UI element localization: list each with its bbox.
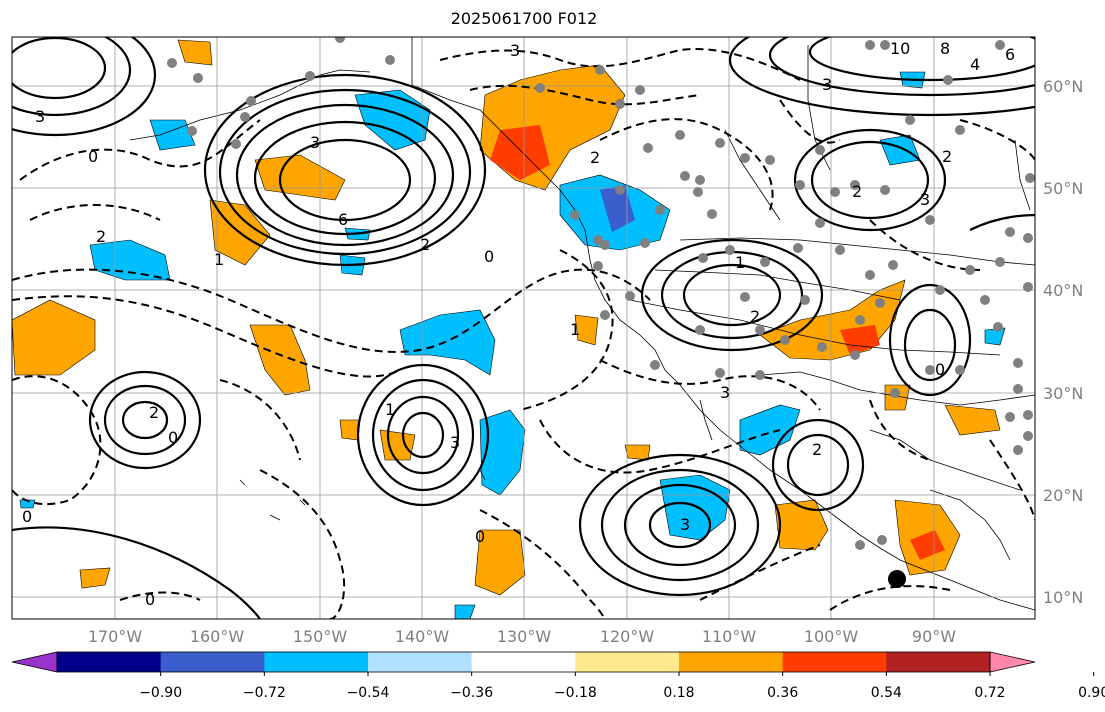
contour-label: 2 [590,148,600,167]
map-frame [11,36,1036,620]
contour-label: 0 [475,527,485,546]
contour-label: 2 [750,307,760,326]
contour-label: 3 [720,383,730,402]
contour-label: 2 [420,235,430,254]
colorbar-tick-label: 0.90 [1078,685,1105,701]
contour-label: 1 [570,320,580,339]
colorbar-tick-label: 0.72 [974,685,1005,701]
colorbar-segment [886,652,991,672]
contour-label: 3 [310,133,320,152]
lon-label: 100°W [804,627,859,646]
lat-label: 10°N [1043,588,1083,607]
contour-label: 8 [940,39,950,58]
lon-label: 120°W [600,627,655,646]
contour-label: 0 [22,507,32,526]
colorbar-tick-label: −0.72 [243,685,286,701]
colorbar-tick-label: −0.54 [347,685,390,701]
contour-label: 1 [385,400,395,419]
contour-label: 0 [145,590,155,609]
colorbar-tick-label: −0.90 [139,685,182,701]
contour-label: 1 [735,253,745,272]
contour-label: 4 [970,55,980,74]
contour-label: 2 [852,182,862,201]
lon-label: 110°W [702,627,757,646]
colorbar-segment [264,652,369,672]
colorbar-segment [471,652,576,672]
lat-label: 50°N [1043,179,1083,198]
colorbar-tick-label: 0.36 [767,685,798,701]
contour-label: 0 [168,428,178,447]
colorbar-tick-labels: −0.90 −0.72 −0.54 −0.36 −0.18 0.18 0.36 0.54 0.7… [139,672,1105,701]
contour-labels: 0 2 6 3 2 1 0 2 3 10 8 6 4 2 3 2 1 3 2 0… [22,39,1015,609]
colorbar-tick-label: 0.18 [663,685,694,701]
chart-title: 2025061700 F012 [450,9,598,28]
contour-label: 6 [338,210,348,229]
lon-label: 150°W [293,627,348,646]
contour-label: 2 [96,227,106,246]
contour-label: 0 [935,360,945,379]
lon-label: 130°W [497,627,552,646]
lon-label: 140°W [395,627,450,646]
lat-label: 40°N [1043,281,1083,300]
solid-contours [12,37,1035,619]
colorbar-extend-high [989,651,1036,673]
contour-label: 3 [510,41,520,60]
contour-label: 0 [484,247,494,266]
colorbar-segment [160,652,265,672]
lon-label: 160°W [190,627,245,646]
latitude-labels: 60°N 50°N 40°N 30°N 20°N 10°N [1043,77,1083,607]
contour-label: 3 [920,190,930,209]
contour-label: 1 [214,250,224,269]
contour-label: 2 [812,440,822,459]
longitude-labels: 170°W 160°W 150°W 140°W 130°W 120°W 110°… [88,627,956,646]
lon-label: 170°W [88,627,143,646]
contour-label: 3 [450,433,460,452]
colorbar-outline [56,651,991,673]
contour-label: 10 [890,39,910,58]
colorbar-segment [575,652,680,672]
lat-label: 60°N [1043,77,1083,96]
forecast-point-marker [888,570,906,588]
positive-anomaly-shading [12,39,1001,596]
contour-label: 2 [149,403,159,422]
lat-label: 20°N [1043,486,1083,505]
contour-label: 0 [88,147,98,166]
lon-label: 90°W [912,627,956,646]
colorbar-segment [782,652,887,672]
colorbar-segment [679,652,784,672]
contour-label: 6 [1005,45,1015,64]
colorbar-segment [57,652,162,672]
contour-label: 3 [822,75,832,94]
coastlines [129,37,1035,611]
lat-label: 30°N [1043,384,1083,403]
colorbar [11,651,1036,673]
contour-label: 2 [942,147,952,166]
station-dots [167,37,1035,550]
colorbar-tick-label: −0.36 [450,685,493,701]
colorbar-extend-low [11,651,58,673]
contour-label: 3 [680,515,690,534]
colorbar-tick-label: −0.18 [554,685,597,701]
contour-label: 3 [35,107,45,126]
colorbar-tick-label: 0.54 [871,685,902,701]
colorbar-segment [368,652,473,672]
